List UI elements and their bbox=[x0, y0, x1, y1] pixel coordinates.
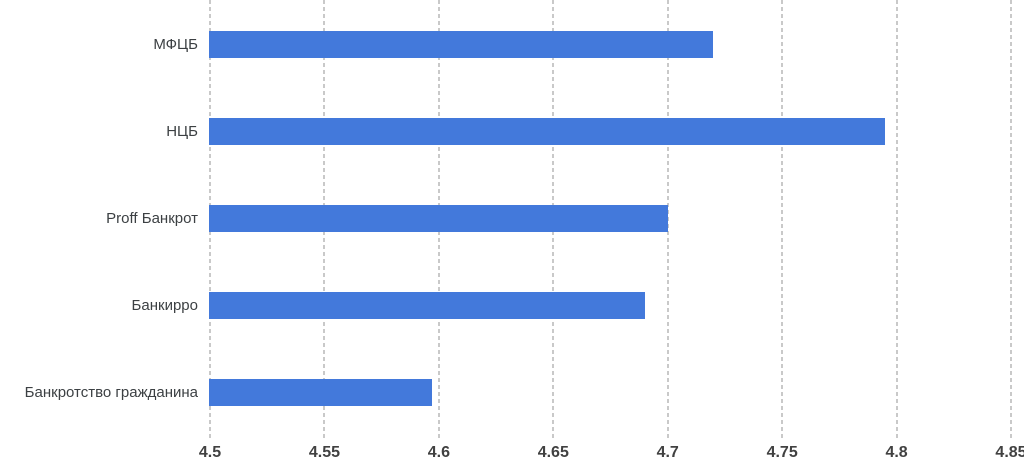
category-label: НЦБ bbox=[166, 123, 198, 140]
tick-label: 4.5 bbox=[198, 444, 222, 461]
gridline bbox=[895, 0, 898, 441]
bar bbox=[209, 118, 886, 145]
category-label: Proff Банкрот bbox=[106, 210, 198, 227]
tick-label: 4.85 bbox=[995, 444, 1024, 461]
gridline bbox=[666, 0, 669, 441]
gridline bbox=[781, 0, 784, 441]
bar bbox=[209, 292, 645, 319]
tick-label: 4.65 bbox=[537, 444, 569, 461]
gridline bbox=[1010, 0, 1012, 441]
category-label: МФЦБ bbox=[153, 36, 198, 53]
bar bbox=[209, 205, 668, 232]
category-label: Банкирро bbox=[131, 297, 198, 314]
bar bbox=[209, 31, 714, 58]
tick-label: 4.8 bbox=[885, 444, 908, 461]
tick-label: 4.7 bbox=[656, 444, 679, 461]
tick-label: 4.6 bbox=[427, 444, 450, 461]
category-label: Банкротство гражданина bbox=[24, 384, 198, 401]
plot-area bbox=[209, 0, 1012, 441]
tick-label: 4.55 bbox=[308, 444, 340, 461]
bar bbox=[209, 379, 432, 406]
tick-label: 4.75 bbox=[766, 444, 798, 461]
